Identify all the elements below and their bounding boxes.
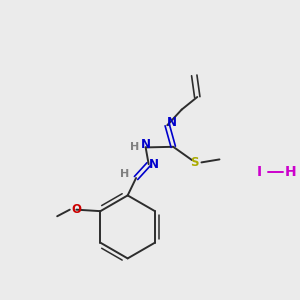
Text: H: H xyxy=(130,142,139,152)
Text: O: O xyxy=(71,203,81,216)
Text: N: N xyxy=(149,158,159,171)
Text: S: S xyxy=(190,156,199,169)
Text: I: I xyxy=(256,165,262,179)
Text: N: N xyxy=(141,138,151,151)
Text: H: H xyxy=(285,165,296,179)
Text: H: H xyxy=(120,169,129,179)
Text: N: N xyxy=(167,116,177,129)
